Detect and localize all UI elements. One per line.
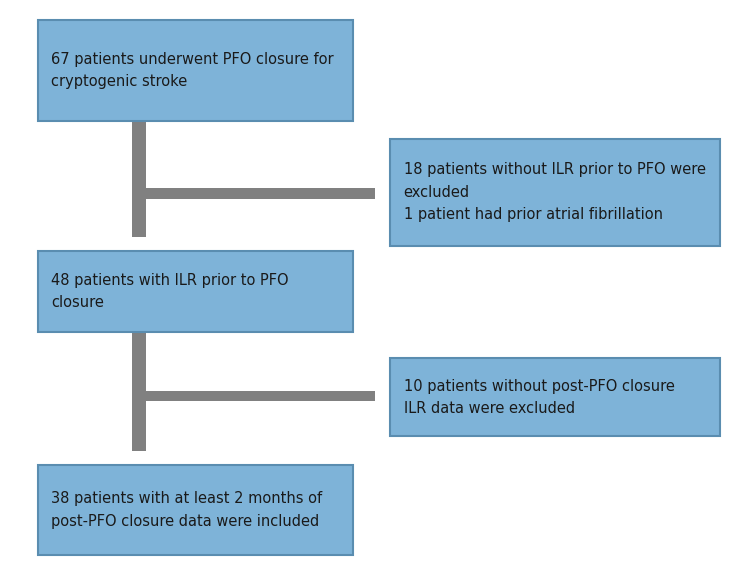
Bar (132, 121, 146, 237)
FancyBboxPatch shape (390, 139, 720, 246)
Text: 67 patients underwent PFO closure for
cryptogenic stroke: 67 patients underwent PFO closure for cr… (51, 52, 334, 90)
Text: 38 patients with at least 2 months of
post-PFO closure data were included: 38 patients with at least 2 months of po… (51, 491, 322, 529)
Bar (139, 391, 375, 401)
FancyBboxPatch shape (38, 465, 352, 555)
Bar (132, 332, 146, 451)
FancyBboxPatch shape (390, 358, 720, 436)
FancyBboxPatch shape (38, 20, 352, 121)
Text: 48 patients with ILR prior to PFO
closure: 48 patients with ILR prior to PFO closur… (51, 273, 289, 310)
FancyBboxPatch shape (38, 251, 352, 332)
Bar (139, 188, 375, 199)
Text: 18 patients without ILR prior to PFO were
excluded
1 patient had prior atrial fi: 18 patients without ILR prior to PFO wer… (404, 162, 706, 222)
Text: 10 patients without post-PFO closure
ILR data were excluded: 10 patients without post-PFO closure ILR… (404, 379, 674, 416)
